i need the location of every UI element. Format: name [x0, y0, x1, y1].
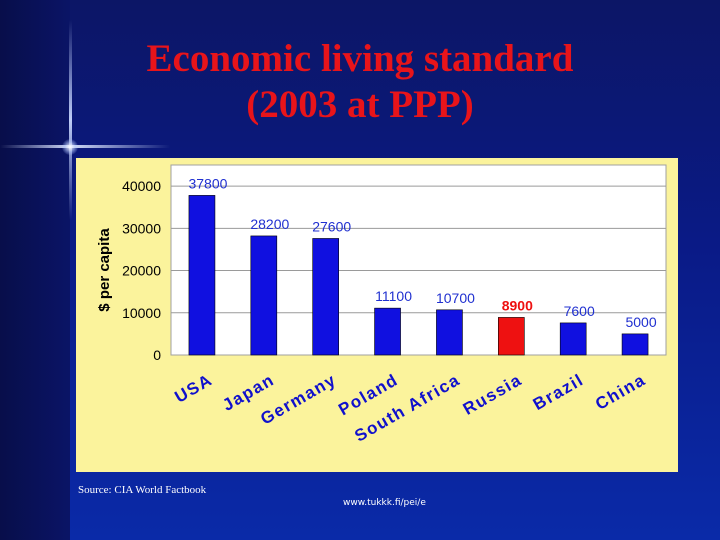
source-note: Source: CIA World Factbook: [78, 484, 207, 496]
bar-japan: [250, 235, 278, 356]
flare-horizontal: [0, 145, 170, 148]
y-tick-label: 40000: [122, 178, 161, 194]
data-label: 10700: [436, 290, 475, 306]
bar-usa: [188, 195, 216, 356]
bar-south-africa: [436, 309, 463, 356]
data-label: 27600: [312, 218, 351, 234]
x-tick-label: Brazil: [530, 370, 587, 414]
source-url: www.tukkk.fi/pei/e: [343, 498, 426, 508]
data-label: 11100: [375, 288, 412, 304]
data-label: 37800: [188, 175, 227, 191]
bar-germany: [312, 238, 339, 356]
data-labels: 37800 28200 27600 11100 10700 8900 7600 5000: [188, 175, 656, 329]
x-tick-label: Russia: [460, 370, 526, 419]
title-line-1: Economic living standard: [146, 37, 574, 80]
data-label: 7600: [564, 303, 595, 319]
bar-poland: [374, 307, 401, 356]
y-tick-labels: 0 10000 20000 30000 40000: [122, 178, 161, 363]
plot-area: [170, 164, 667, 356]
x-tick-label: China: [592, 370, 649, 414]
y-tick-label: 20000: [122, 263, 161, 279]
bars: [188, 195, 649, 356]
x-tick-label: South Africa: [351, 370, 463, 446]
data-label: 28200: [250, 216, 289, 232]
data-label: 8900: [502, 297, 533, 313]
data-label: 5000: [625, 314, 656, 330]
left-decor-band: [0, 0, 70, 540]
y-tick-label: 10000: [122, 305, 161, 321]
slide-title: Economic living standard (2003 at PPP): [60, 36, 660, 128]
y-axis-label: $ per capita: [96, 228, 113, 312]
flare-core: [62, 139, 78, 155]
flare-vertical: [69, 20, 72, 220]
bar-russia: [498, 317, 525, 356]
title-line-2: (2003 at PPP): [246, 83, 474, 126]
y-tick-label: 0: [153, 347, 161, 363]
y-tick-label: 30000: [122, 220, 161, 236]
x-tick-label: USA: [171, 370, 215, 407]
bar-china: [621, 333, 649, 356]
bar-brazil: [559, 322, 587, 356]
